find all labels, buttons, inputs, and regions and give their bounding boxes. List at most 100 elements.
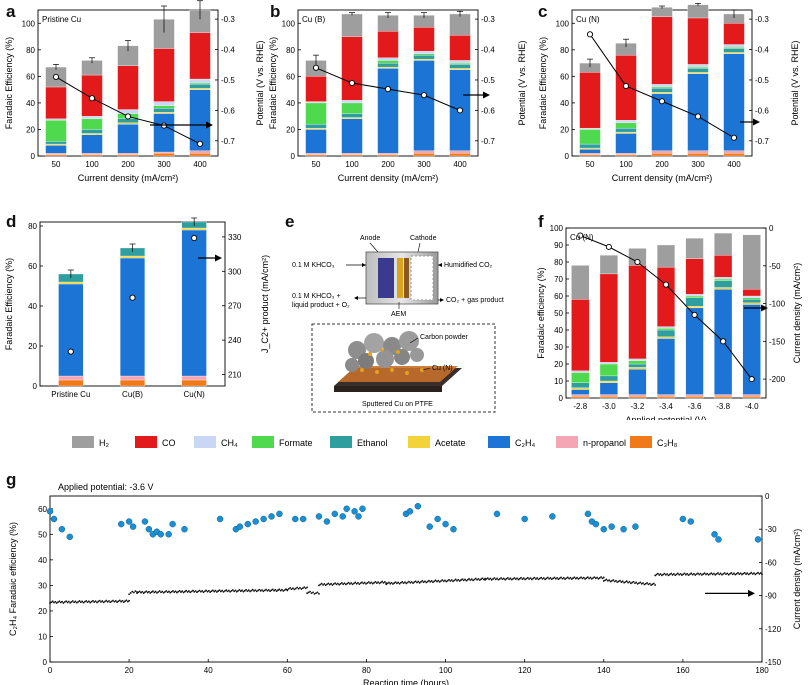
g-current-point-7-59	[562, 576, 565, 579]
g-current-point-0-4	[54, 600, 57, 603]
cu-label: Cu (N)	[432, 365, 453, 372]
g-current-point-5-33	[362, 582, 365, 585]
g-current-point-9-7	[663, 572, 666, 575]
g-current-point-7-56	[558, 577, 561, 580]
g-current-point-5-1	[319, 583, 322, 586]
g-current-point-5-36	[366, 582, 369, 584]
g-current-point-2-99	[267, 588, 270, 591]
c-bar-0-CH4	[579, 127, 601, 130]
b-xtick-label: 100	[345, 160, 359, 169]
g-current-point-6-16	[406, 581, 409, 584]
f-bar-0-Ethanol	[571, 382, 590, 388]
c-bar-1-n-propanol	[615, 153, 637, 155]
b-bar-3-Ethanol	[413, 54, 435, 60]
g-current-point-9-37	[703, 572, 706, 575]
g-current-point-2-55	[209, 591, 212, 593]
g-current-point-7-19	[509, 577, 512, 580]
d-line-point-2	[191, 235, 198, 242]
g-current-point-5-22	[347, 581, 350, 584]
f-ytick-label: 90	[554, 241, 563, 250]
g-current-point-0-54	[121, 599, 124, 602]
g-fe-point-8	[145, 525, 153, 533]
g-current-point-2-79	[241, 589, 244, 592]
g-fe-point-26	[323, 518, 331, 525]
g-current-point-7-76	[585, 577, 588, 579]
g-current-point-9-55	[727, 573, 730, 576]
b-y2tick-label: -0.5	[481, 76, 495, 85]
g-current-point-2-10	[149, 592, 152, 594]
g-current-point-8-10	[616, 581, 619, 584]
g-current-point-8-13	[620, 581, 623, 583]
g-plot-frame	[49, 495, 763, 663]
g-current-point-6-41	[440, 580, 442, 582]
g-current-point-8-24	[635, 581, 638, 584]
g-current-point-2-64	[221, 589, 224, 592]
c-bar-2-n-propanol	[651, 150, 673, 154]
g-current-point-9-44	[713, 572, 715, 575]
g-current-point-9-73	[751, 573, 754, 575]
g-fe-point-47	[608, 523, 615, 530]
g-title: Applied potential: -3.6 V	[58, 482, 154, 492]
g-current-point-5-45	[378, 582, 381, 585]
g-current-point-7-35	[530, 578, 533, 581]
a-line-point-4	[196, 140, 204, 147]
legend-swatch-H2	[72, 436, 94, 448]
g-current-point-0-48	[113, 600, 116, 603]
d-ytick-label: 60	[28, 262, 37, 271]
g-current-point-5-48	[382, 581, 385, 584]
f-bar-2-C2H4	[628, 368, 647, 395]
g-current-point-0-36	[97, 600, 100, 603]
g-current-point-3-9	[299, 586, 301, 589]
g-current-point-9-53	[725, 573, 727, 576]
g-current-point-0-40	[102, 601, 105, 604]
g-current-point-9-15	[674, 574, 677, 577]
c-bar-2-C3H8	[651, 153, 673, 157]
f-bar-1-CH4	[599, 362, 618, 365]
b-bar-4-H2	[449, 13, 471, 36]
g-current-point-7-20	[510, 578, 513, 581]
g-current-point-5-28	[355, 582, 358, 585]
a-xtick-label: 100	[85, 160, 99, 169]
f-bar-2-C3H8	[628, 396, 647, 399]
g-current-point-2-92	[258, 588, 261, 591]
b-ylabel: Faradaic Efficiency (%)	[268, 37, 278, 129]
g-current-point-2-2	[138, 590, 141, 593]
g-current-point-2-80	[242, 590, 245, 593]
f-bar-4-H2	[685, 238, 704, 259]
b-bar-1-Ethanol	[341, 113, 363, 118]
g-current-point-2-47	[198, 589, 201, 592]
g-current-point-2-71	[230, 589, 233, 592]
g-current-point-6-12	[401, 580, 404, 583]
a-ytick-label: 40	[26, 99, 35, 108]
b-bar-3-C2H4	[413, 60, 435, 151]
g-current-point-6-36	[433, 580, 436, 583]
g-current-point-2-8	[146, 591, 149, 594]
f-bar-4-C3H8	[685, 396, 704, 399]
b-line-point-1	[348, 79, 356, 87]
b-bar-4-CO	[449, 35, 471, 61]
b-line-point-0	[312, 64, 320, 71]
g-xtick-label: 0	[48, 666, 53, 675]
b-line-point-2	[384, 86, 392, 93]
g-current-point-5-27	[354, 581, 357, 584]
g-current-point-4-7	[316, 591, 319, 594]
g-current-point-7-30	[524, 578, 527, 581]
g-current-point-2-101	[270, 589, 273, 592]
g-current-point-5-34	[363, 581, 366, 584]
c-bar-2-Ethanol	[651, 88, 673, 93]
b-bar-1-CO	[341, 36, 363, 101]
g-current-point-2-81	[243, 589, 246, 592]
f-bar-1-C2H4	[599, 382, 618, 395]
g-current-point-7-32	[526, 576, 529, 579]
g-current-point-7-64	[569, 576, 572, 579]
f-y2tick-label: -100	[769, 300, 786, 309]
g-current-point-5-30	[358, 583, 361, 585]
f-ytick-label: 80	[554, 258, 563, 267]
f-ytick-label: 50	[554, 309, 563, 318]
b-axis-arrow-head	[483, 91, 490, 99]
g-current-point-7-60	[564, 578, 567, 581]
c-bar-1-CH4	[615, 120, 637, 123]
g-current-point-6-19	[410, 580, 413, 583]
f-bar-6-Formate	[742, 297, 761, 300]
a-bar-1-Formate	[81, 118, 103, 130]
